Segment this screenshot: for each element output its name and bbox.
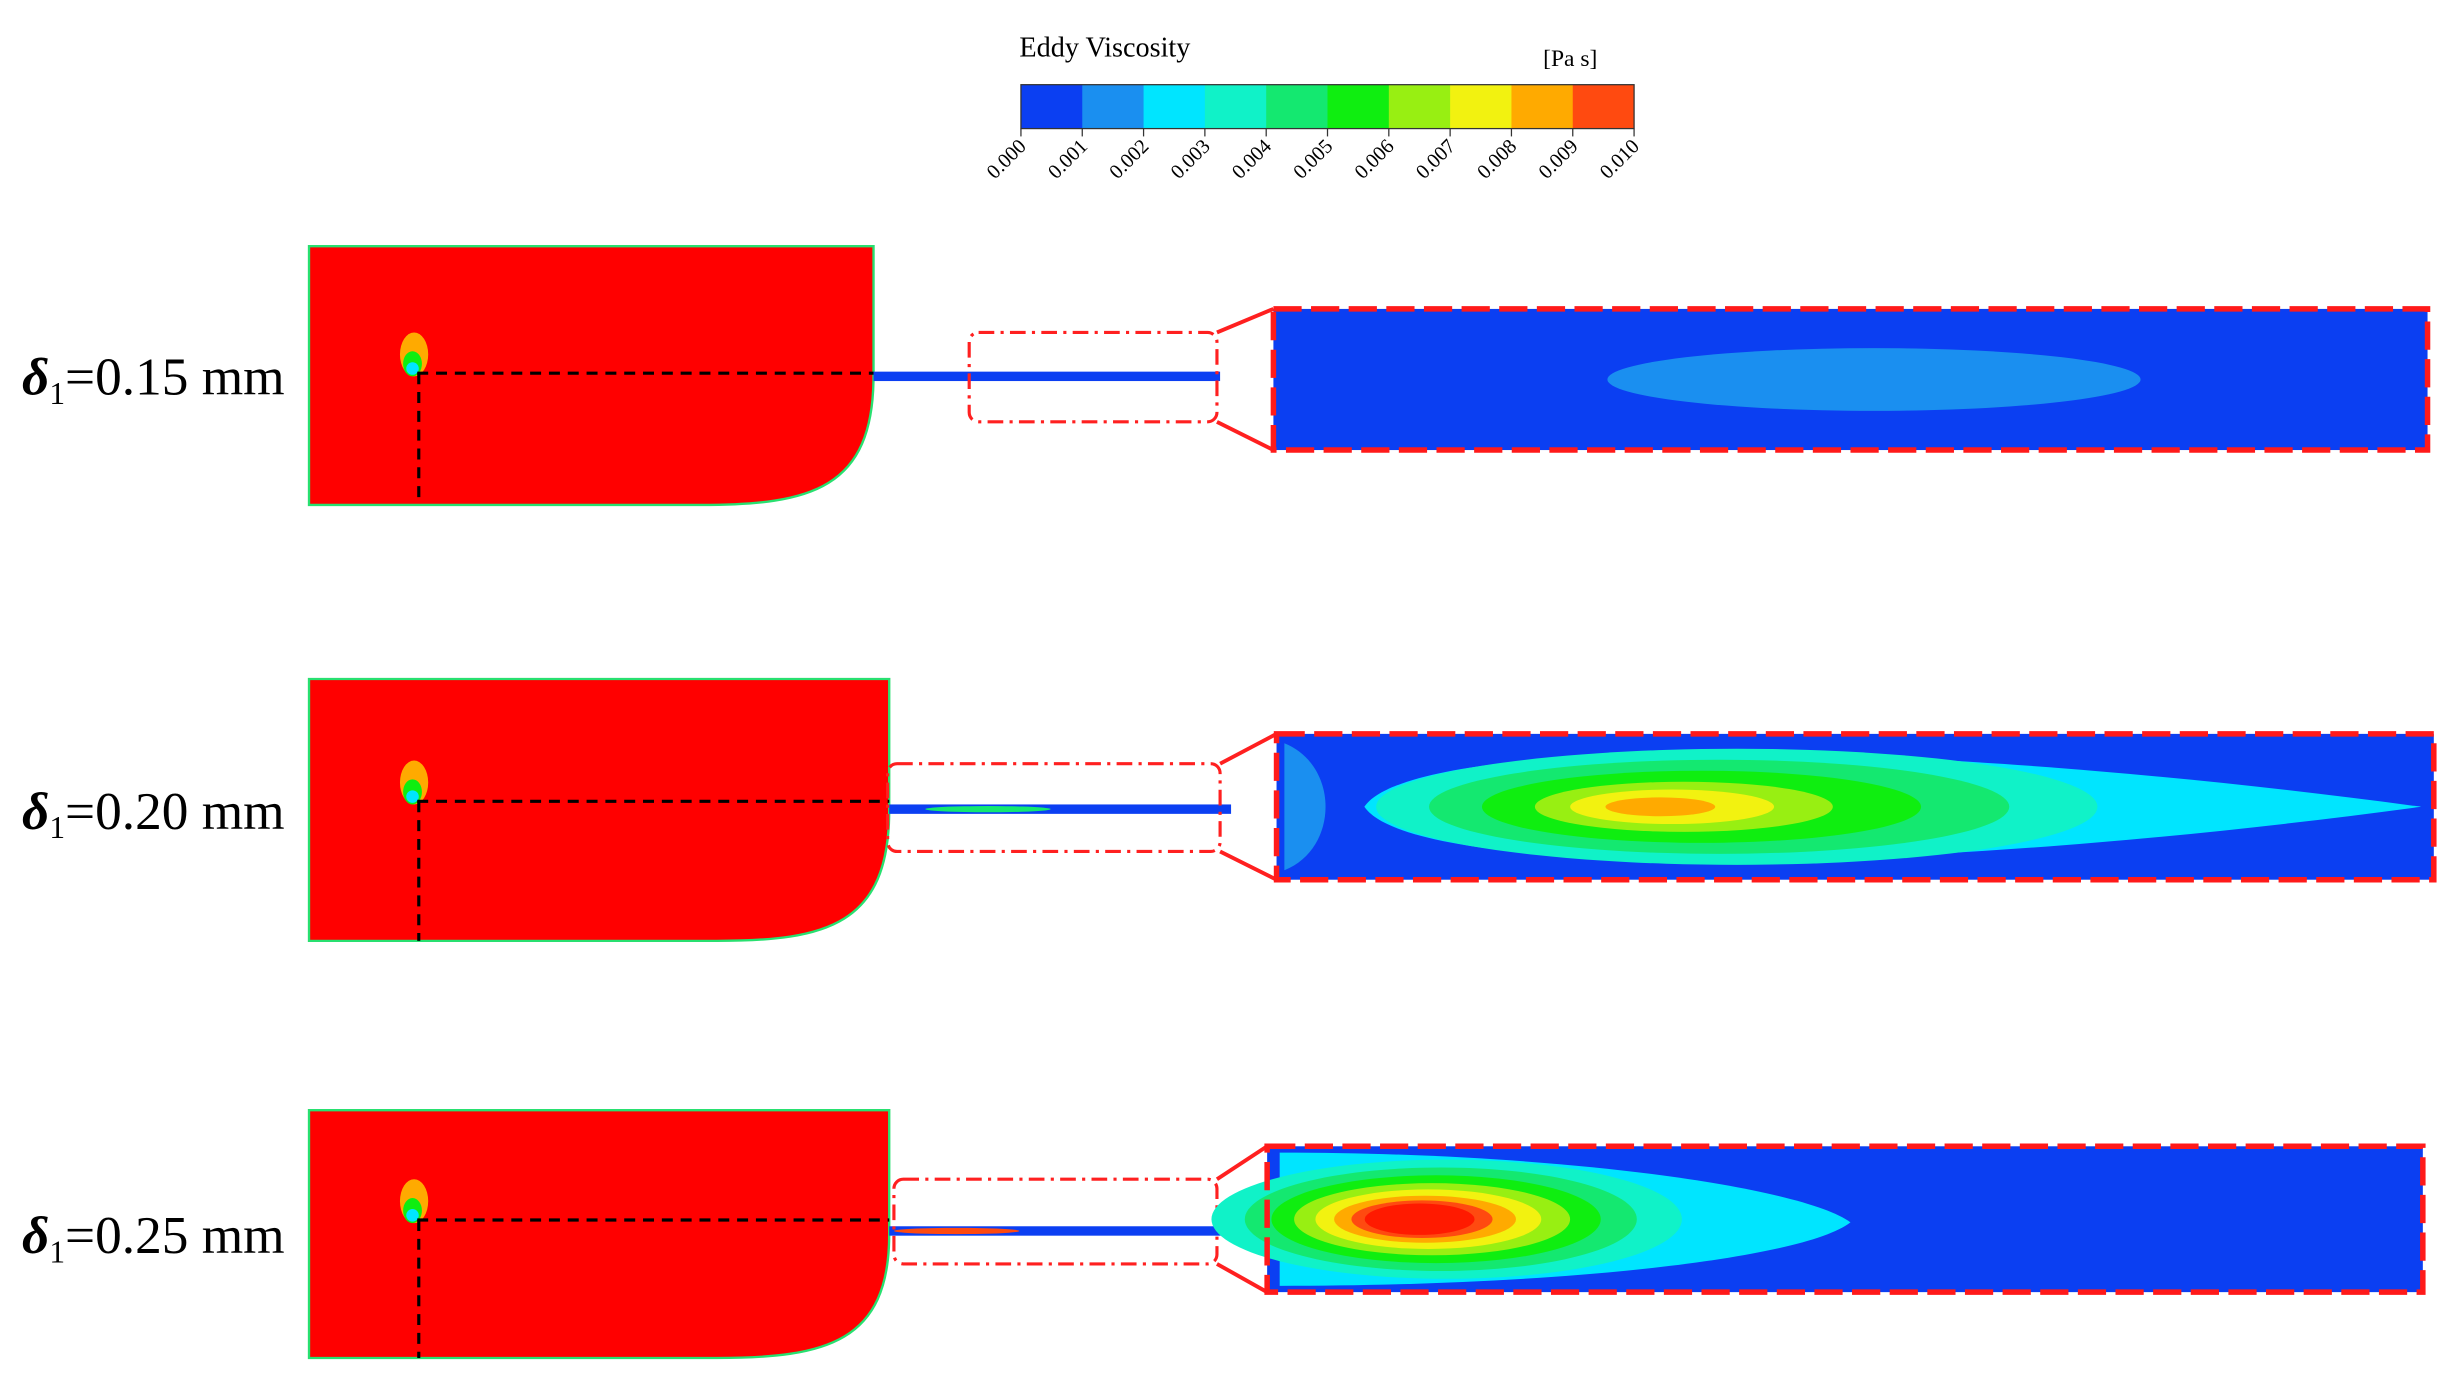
zoom-frame bbox=[1264, 1143, 2426, 1295]
domain-body bbox=[307, 1109, 891, 1360]
label-symbol: δ bbox=[22, 1205, 49, 1265]
panel-label: δ1=0.25 mm bbox=[22, 1205, 285, 1269]
colorbar-swatch bbox=[1388, 84, 1451, 129]
colorbar-swatch bbox=[1572, 84, 1635, 129]
colorbar-tick-label: 0.009 bbox=[1535, 135, 1583, 183]
colorbar-tick-label: 0.010 bbox=[1596, 135, 1644, 183]
vortex-core bbox=[406, 1209, 419, 1222]
colorbar-swatch bbox=[1450, 84, 1512, 129]
label-subscript: 1 bbox=[49, 1234, 65, 1269]
contour bbox=[1605, 797, 1716, 817]
contour bbox=[1284, 743, 1326, 871]
domain-body bbox=[307, 245, 875, 507]
zoom-frame bbox=[1270, 306, 2431, 453]
zoom-frame bbox=[1273, 731, 2437, 883]
gap-core bbox=[925, 806, 1051, 813]
contour bbox=[1364, 1203, 1475, 1235]
colorbar-tick-label: 0.002 bbox=[1105, 135, 1153, 183]
colorbar-tick-label: 0.008 bbox=[1473, 135, 1521, 183]
zoom-source bbox=[886, 762, 1222, 854]
zoom-connector bbox=[1215, 1144, 1269, 1181]
zoom-connector bbox=[1215, 1262, 1269, 1294]
gap-core bbox=[893, 1227, 1020, 1235]
zoom-source bbox=[892, 1177, 1219, 1266]
colorbar-swatch bbox=[1204, 84, 1267, 129]
zoom-source bbox=[967, 330, 1219, 424]
colorbar-swatch bbox=[1143, 84, 1206, 129]
colorbar-swatch bbox=[1020, 84, 1083, 129]
label-subscript: 1 bbox=[49, 810, 65, 845]
colorbar-tick-label: 0.005 bbox=[1289, 135, 1337, 183]
vortex-core bbox=[406, 362, 419, 375]
domain-body bbox=[307, 677, 891, 943]
label-text: =0.25 mm bbox=[65, 1205, 285, 1265]
colorbar-tick-label: 0.007 bbox=[1412, 135, 1460, 183]
colorbar-swatch bbox=[1511, 84, 1574, 129]
zoom-connector bbox=[1216, 307, 1275, 335]
panel-label: δ1=0.15 mm bbox=[22, 346, 285, 410]
label-symbol: δ bbox=[22, 781, 49, 841]
colorbar-tick-label: 0.000 bbox=[983, 135, 1031, 183]
label-text: =0.20 mm bbox=[65, 781, 285, 841]
colorbar-title: Eddy Viscosity bbox=[1019, 32, 1190, 63]
colorbar-tick-label: 0.004 bbox=[1228, 135, 1276, 183]
panel: δ1=0.15 mm bbox=[22, 245, 2431, 507]
label-text: =0.15 mm bbox=[65, 346, 285, 406]
zoom-connector bbox=[1219, 849, 1278, 882]
contour bbox=[1607, 348, 2141, 411]
panel: δ1=0.25 mm bbox=[22, 1109, 2426, 1360]
colorbar-tick-label: 0.003 bbox=[1167, 135, 1215, 183]
gap-channel bbox=[873, 371, 1221, 382]
colorbar: 0.000 0.001 0.002 0.003 0.004 0.005 0.006 0.007… bbox=[983, 84, 1644, 183]
gap-channel bbox=[889, 1226, 1235, 1236]
colorbar-tick-label: 0.001 bbox=[1044, 135, 1092, 183]
colorbar-swatch bbox=[1327, 84, 1390, 129]
label-symbol: δ bbox=[22, 346, 49, 406]
panel: δ1=0.20 mm bbox=[22, 677, 2437, 943]
label-subscript: 1 bbox=[49, 376, 65, 411]
colorbar-tick-label: 0.006 bbox=[1351, 135, 1399, 183]
colorbar-unit: [Pa s] bbox=[1543, 46, 1597, 72]
zoom-connector bbox=[1219, 732, 1278, 766]
colorbar-swatch bbox=[1266, 84, 1328, 129]
gap-channel bbox=[889, 804, 1232, 814]
zoom-connector bbox=[1216, 420, 1275, 452]
panel-label: δ1=0.20 mm bbox=[22, 781, 285, 845]
vortex-core bbox=[406, 790, 419, 803]
colorbar-swatch bbox=[1082, 84, 1145, 129]
